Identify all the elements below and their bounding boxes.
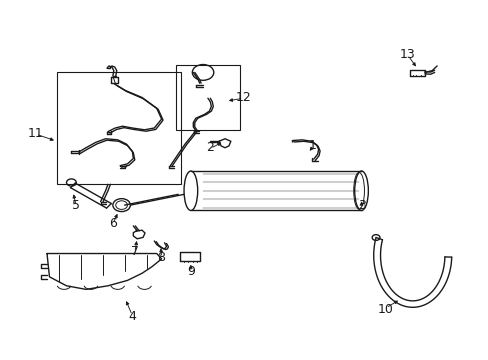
Text: 1: 1 (308, 139, 316, 152)
Text: 9: 9 (186, 265, 194, 278)
Text: 4: 4 (128, 310, 136, 323)
Text: 5: 5 (72, 199, 80, 212)
Text: 12: 12 (235, 91, 251, 104)
Text: 7: 7 (130, 245, 139, 258)
Bar (57, 72, 181, 184)
Text: 3: 3 (357, 199, 365, 212)
Text: 8: 8 (157, 251, 165, 264)
Text: 13: 13 (399, 48, 415, 61)
Text: 10: 10 (377, 303, 393, 316)
Text: 6: 6 (109, 216, 117, 230)
Text: 2: 2 (206, 141, 214, 154)
Bar (176, 65, 239, 130)
Text: 11: 11 (28, 127, 43, 140)
